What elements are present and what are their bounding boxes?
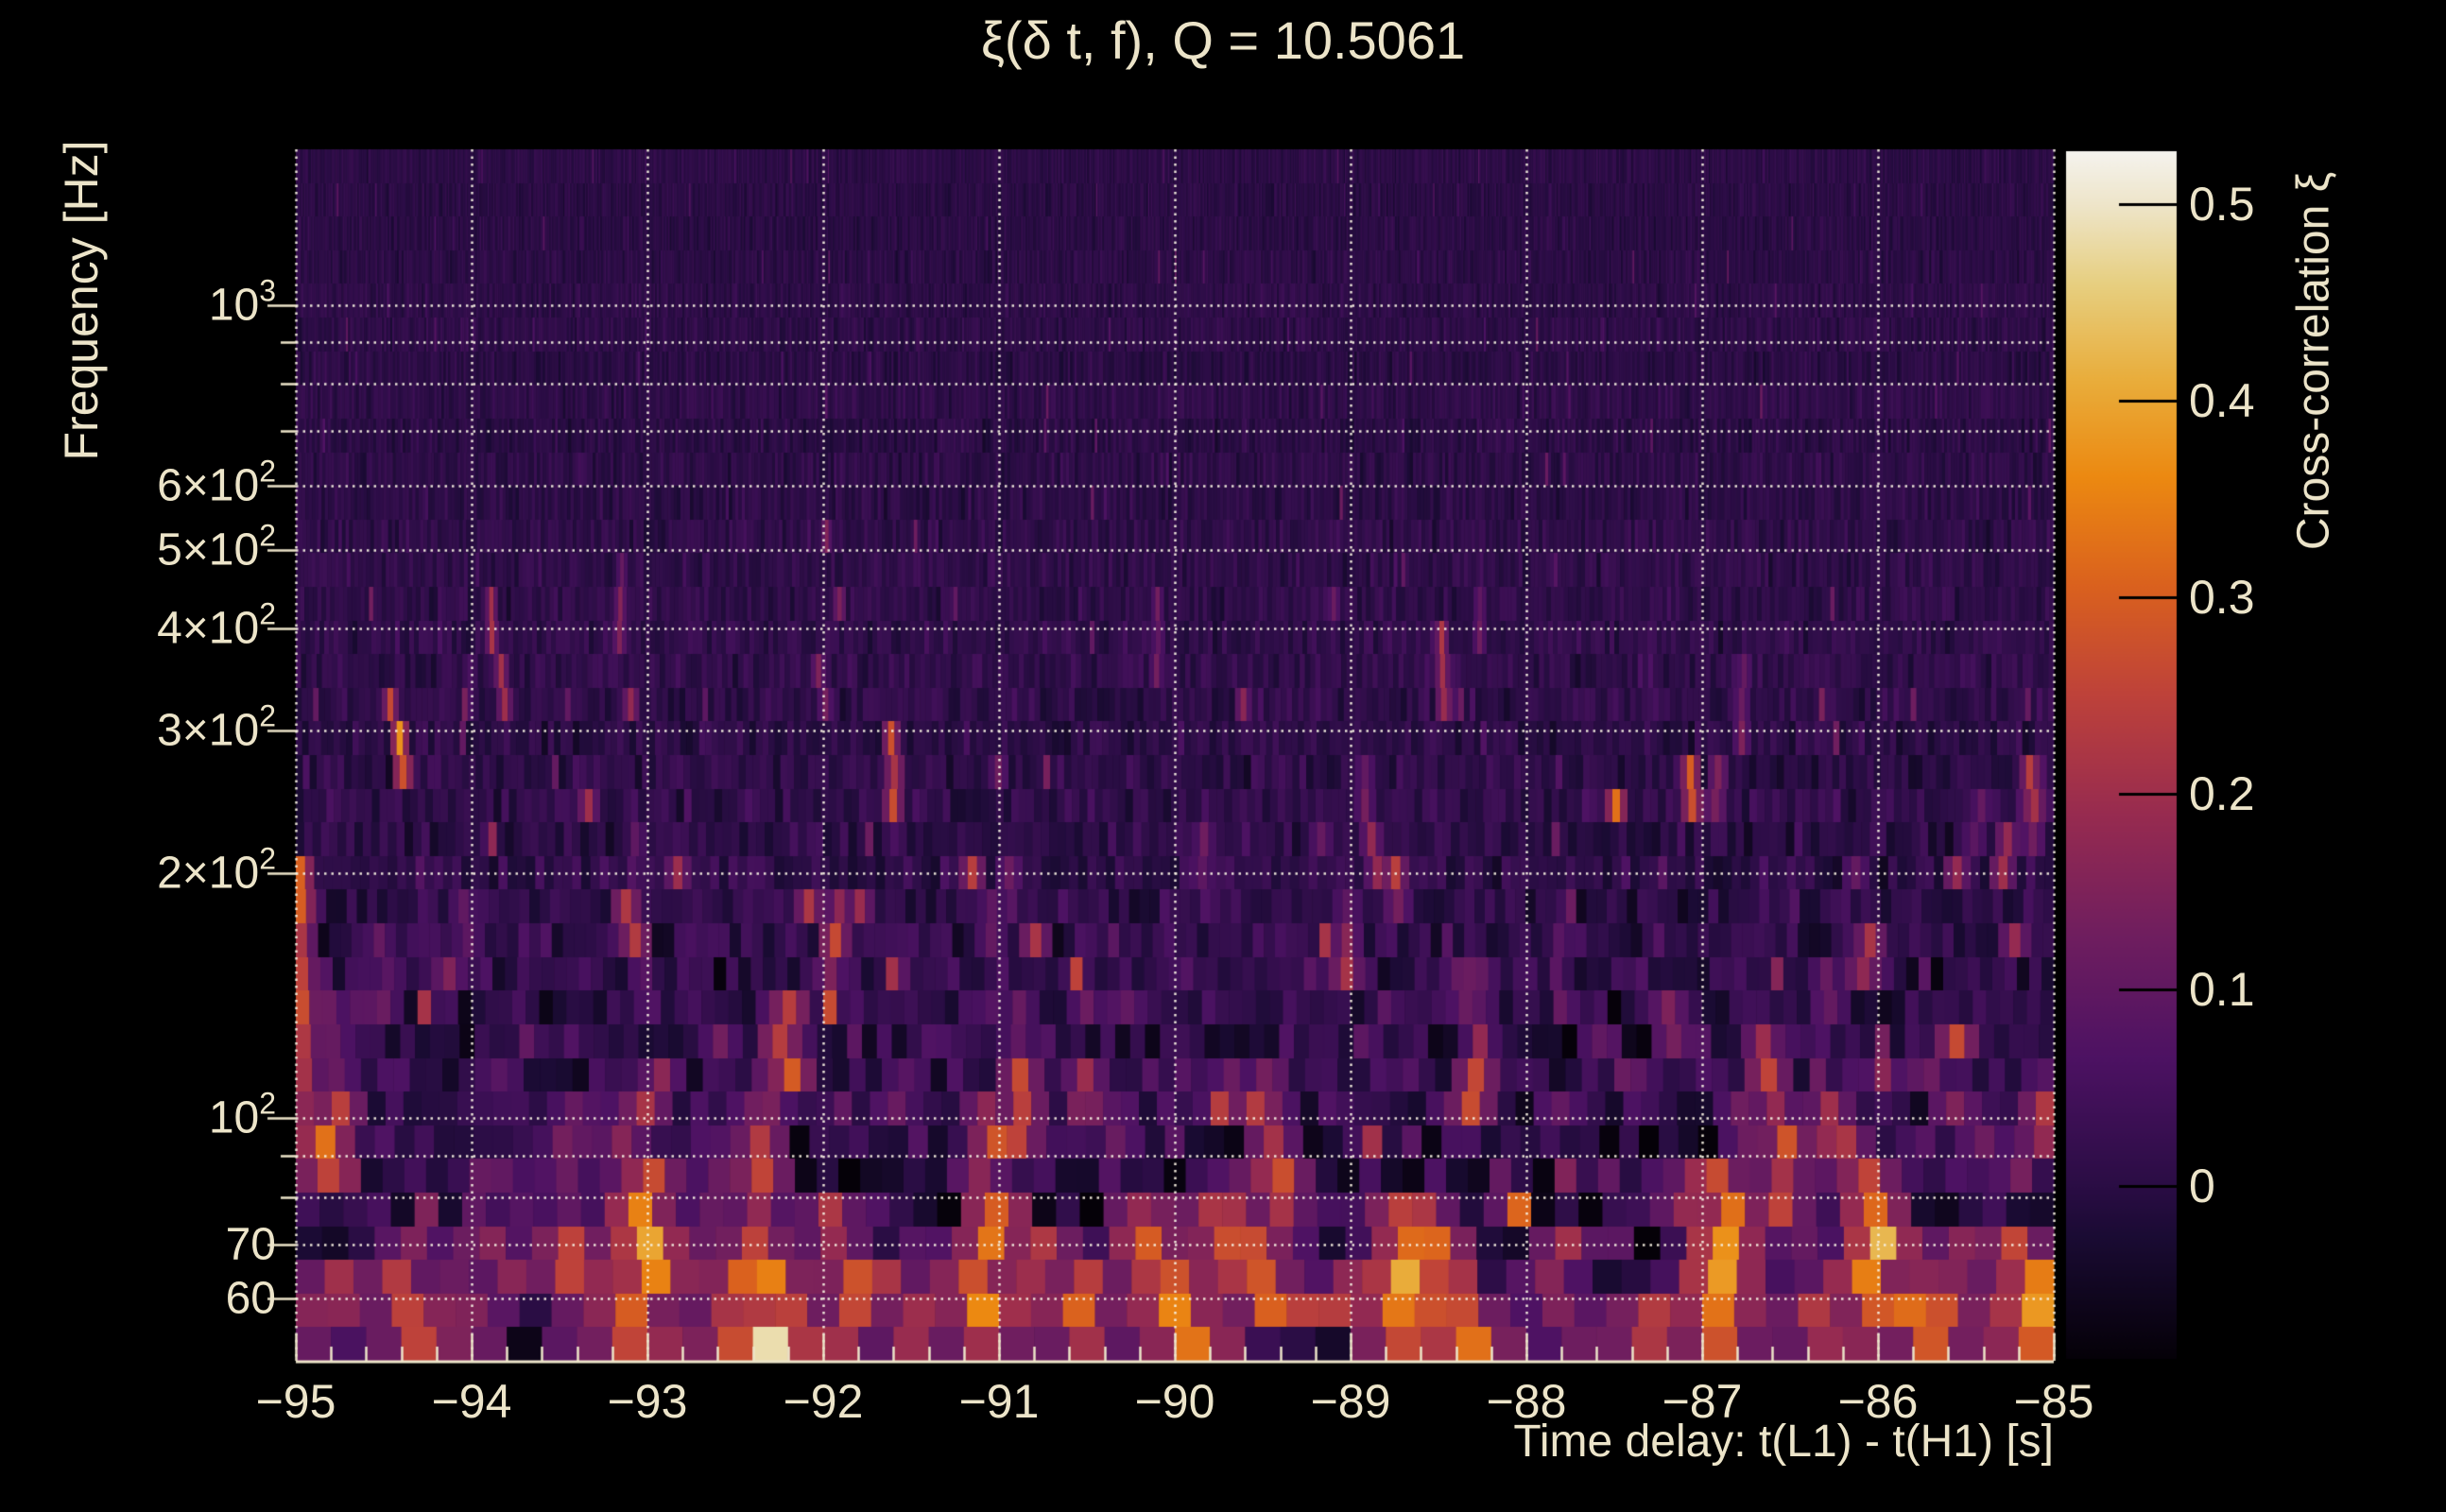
- y-tick-exponent: 2: [259, 596, 276, 631]
- colorbar-tick-label: 0.2: [2189, 766, 2255, 820]
- y-axis-title: Frequency [Hz]: [55, 140, 108, 461]
- y-tick-label: 103: [208, 273, 276, 331]
- y-tick-label: 60: [225, 1273, 276, 1324]
- y-tick-label: 4×102: [157, 596, 276, 654]
- y-tick-exponent: 2: [259, 1086, 276, 1121]
- x-tick-label: −85: [2013, 1375, 2094, 1428]
- y-tick-label: 2×102: [157, 841, 276, 899]
- x-tick-label: −91: [958, 1375, 1040, 1428]
- x-tick-label: −89: [1310, 1375, 1391, 1428]
- y-tick-exponent: 2: [259, 518, 276, 553]
- colorbar-tick-label: 0.1: [2189, 963, 2255, 1017]
- y-tick-exponent: 2: [259, 698, 276, 733]
- x-tick-label: −93: [607, 1375, 688, 1428]
- x-axis-title: Time delay: t(L1) - t(H1) [s]: [1513, 1417, 2054, 1467]
- x-tick-label: −90: [1134, 1375, 1215, 1428]
- y-tick-label: 6×102: [157, 454, 276, 511]
- x-tick-label: −92: [783, 1375, 864, 1428]
- x-tick-label: −95: [255, 1375, 336, 1428]
- x-tick-label: −87: [1662, 1375, 1743, 1428]
- colorbar-tick-label: 0.3: [2189, 570, 2255, 624]
- y-tick-label: 70: [225, 1219, 276, 1270]
- colorbar-tick-label: 0.5: [2189, 178, 2255, 232]
- x-tick-label: −94: [431, 1375, 512, 1428]
- y-tick-exponent: 2: [259, 841, 276, 876]
- y-tick-label: 3×102: [157, 698, 276, 756]
- y-tick-exponent: 2: [259, 454, 276, 489]
- colorbar-tick-label: 0: [2189, 1160, 2215, 1213]
- x-tick-label: −88: [1486, 1375, 1567, 1428]
- page-title: ξ(δ t, f), Q = 10.5061: [980, 10, 1466, 70]
- colorbar-title: Cross-correlation ξ: [2288, 171, 2339, 551]
- y-tick-exponent: 3: [259, 273, 276, 308]
- x-tick-label: −86: [1837, 1375, 1919, 1428]
- colorbar-tick-label: 0.4: [2189, 373, 2255, 427]
- y-tick-label: 5×102: [157, 518, 276, 576]
- y-tick-label: 102: [208, 1086, 276, 1143]
